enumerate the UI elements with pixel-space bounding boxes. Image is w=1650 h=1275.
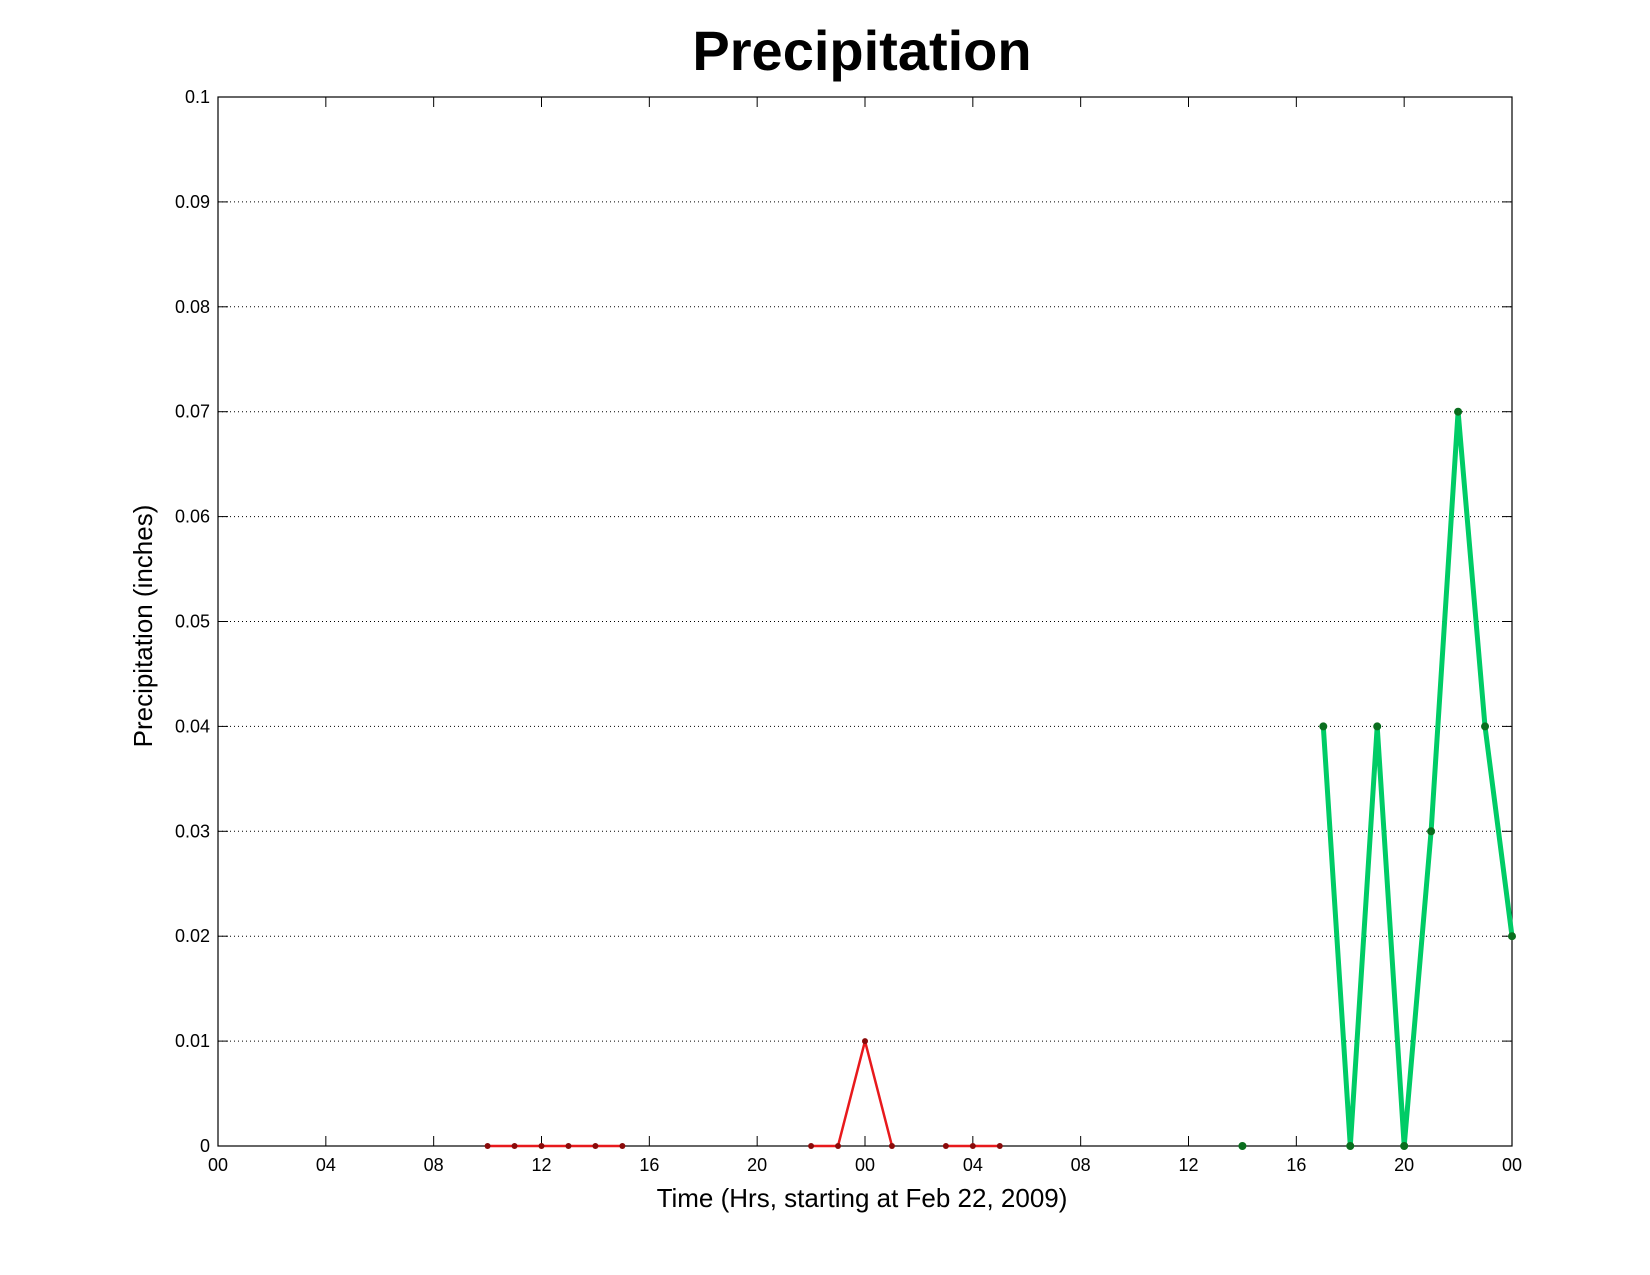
y-tick-label-5: 0.05 <box>175 612 210 632</box>
series-1-line-1 <box>1320 411 1515 1147</box>
x-tick-label-6: 00 <box>855 1155 875 1175</box>
y-tick-label-9: 0.09 <box>175 192 210 212</box>
plot-frame <box>217 96 1513 1147</box>
series-layer <box>484 407 1516 1150</box>
y-tick-label-7: 0.07 <box>175 402 210 422</box>
series-0-point-1-3 <box>888 1143 895 1149</box>
series-0-point-2-2 <box>996 1143 1003 1149</box>
chart-title: Precipitation <box>692 19 1031 82</box>
series-0-point-0-2 <box>538 1143 545 1149</box>
series-1-point-1-1 <box>1346 1142 1355 1150</box>
y-tick-label-1: 0.01 <box>175 1031 210 1051</box>
series-1-point-1-6 <box>1481 722 1490 731</box>
series-0-point-0-3 <box>565 1143 572 1149</box>
x-tick-label-12: 00 <box>1502 1155 1522 1175</box>
series-0-point-1-2 <box>862 1038 868 1045</box>
series-0-point-0-0 <box>484 1143 491 1149</box>
x-tick-label-5: 20 <box>747 1155 767 1175</box>
series-1-point-1-3 <box>1400 1142 1409 1150</box>
y-tick-label-3: 0.03 <box>175 821 210 841</box>
series-1-point-0-0 <box>1238 1142 1247 1150</box>
x-tick-label-2: 08 <box>424 1155 444 1175</box>
y-tick-label-10: 0.1 <box>185 87 210 107</box>
series-0-point-1-1 <box>835 1143 842 1149</box>
x-tick-label-11: 20 <box>1394 1155 1414 1175</box>
series-1-point-1-2 <box>1373 722 1382 731</box>
y-tick-label-0: 0 <box>200 1136 210 1156</box>
series-0-point-0-5 <box>619 1143 626 1149</box>
series-1-point-1-5 <box>1454 407 1463 416</box>
x-axis-label: Time (Hrs, starting at Feb 22, 2009) <box>657 1183 1068 1213</box>
x-tick-label-0: 00 <box>208 1155 228 1175</box>
x-tick-label-4: 16 <box>639 1155 659 1175</box>
series-0-point-0-1 <box>511 1143 518 1149</box>
y-tick-label-6: 0.06 <box>175 507 210 527</box>
y-tick-label-8: 0.08 <box>175 297 210 317</box>
series-0-point-2-1 <box>969 1143 976 1149</box>
series-0-point-1-0 <box>808 1143 815 1149</box>
series-1-point-1-0 <box>1319 722 1328 731</box>
series-0 <box>484 1038 1003 1149</box>
x-tick-label-8: 08 <box>1071 1155 1091 1175</box>
x-tick-label-3: 12 <box>531 1155 551 1175</box>
y-axis-label: Precipitation (inches) <box>128 505 158 748</box>
series-0-point-0-4 <box>592 1143 599 1149</box>
series-0-line-1 <box>811 1040 894 1148</box>
x-tick-label-7: 04 <box>963 1155 983 1175</box>
grid-layer <box>218 96 1512 1147</box>
x-tick-label-10: 16 <box>1286 1155 1306 1175</box>
axes-layer <box>217 96 1513 1147</box>
y-tick-label-4: 0.04 <box>175 716 210 736</box>
series-1 <box>1238 407 1516 1150</box>
x-tick-label-1: 04 <box>316 1155 336 1175</box>
tick-labels: 0 0.01 0.02 0.03 0.04 0.05 0.06 0.07 0.08 0.09 0.1… <box>175 87 1522 1175</box>
series-1-point-1-7 <box>1508 932 1516 941</box>
series-1-point-1-4 <box>1427 827 1436 836</box>
series-0-point-2-0 <box>942 1143 949 1149</box>
y-tick-label-2: 0.02 <box>175 926 210 946</box>
x-tick-label-9: 12 <box>1178 1155 1198 1175</box>
